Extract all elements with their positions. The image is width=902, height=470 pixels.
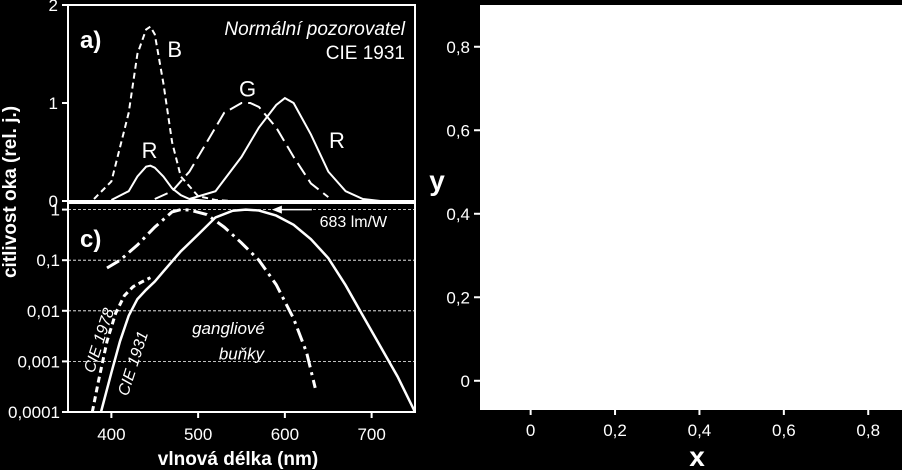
panel-c-annotation-ganglion-1: gangliové — [192, 319, 265, 338]
panel-c-y-tick-label: 0,01 — [27, 302, 60, 321]
panel-c-x-tick-label: 400 — [97, 425, 125, 444]
xy-y-tick-label: 0,4 — [446, 205, 470, 224]
panel-a-y-tick-label: 2 — [49, 0, 58, 15]
xy-x-tick-label: 0,4 — [688, 421, 712, 440]
xy-y-tick-label: 0,2 — [446, 288, 470, 307]
xy-y-tick-label: 0,6 — [446, 121, 470, 140]
xy-plot-area — [480, 5, 902, 410]
panel-c-x-tick-label: 700 — [357, 425, 385, 444]
panel-a-series-label-b: B — [167, 37, 182, 62]
panel-c-y-tick-label: 0,1 — [36, 251, 60, 270]
panel-a-layer: 0 1 2 B R G R — [49, 0, 381, 211]
panel-c-annotation-683: 683 lm/W — [320, 214, 388, 231]
x-axis-label: vlnová délka (nm) — [158, 449, 319, 470]
panel-a-label: a) — [80, 27, 101, 54]
panel-c-series-2 — [106, 208, 317, 389]
xy-x-tick-label: 0 — [526, 421, 535, 440]
panel-c-y-tick-label: 1 — [51, 201, 60, 220]
panel-a-y-tick-label: 0 — [49, 192, 58, 211]
panel-a-annotation-line-1: Normální pozorovatel — [224, 19, 405, 40]
panel-a-series-label-r: R — [142, 138, 158, 163]
panel-a-series-label-r: R — [329, 128, 345, 153]
panel-a-series-r-1 — [110, 164, 207, 202]
xy-x-axis-label: x — [689, 441, 705, 470]
panel-c-annotation-ganglion-2: buňky — [219, 344, 266, 363]
panel-a-y-tick-label: 1 — [49, 94, 58, 113]
xy-y-tick-label: 0,8 — [446, 38, 470, 57]
y-axis-label: citlivost oka (rel. j.) — [0, 106, 21, 278]
panel-c-y-tick-label: 0,001 — [17, 352, 60, 371]
panel-c-x-tick-label: 500 — [184, 425, 212, 444]
xy-x-tick-label: 0,6 — [772, 421, 796, 440]
panel-c-x-tick-label: 600 — [271, 425, 299, 444]
xy-y-axis-label: y — [429, 165, 445, 196]
panel-a-series-b-0 — [93, 25, 233, 202]
xy-x-tick-label: 0,2 — [603, 421, 627, 440]
panel-a-series-r-3 — [189, 96, 381, 202]
panel-c-frame — [67, 202, 416, 413]
xy-y-tick-label: 0 — [461, 372, 470, 391]
panel-a-series-label-g: G — [239, 76, 256, 101]
panel-a-series-g-2 — [154, 102, 329, 200]
panel-c-label: c) — [80, 226, 101, 253]
panel-c-series-0 — [99, 208, 417, 413]
panel-c-arrow-head — [271, 205, 282, 214]
panel-a-annotation-line-2: CIE 1931 — [326, 43, 405, 64]
xy-x-tick-label: 0,8 — [856, 421, 880, 440]
xy-layer: 0 0,2 0,4 0,6 0,8 0 0,2 0,4 0,6 0,8 — [446, 38, 880, 440]
panel-c-series-1 — [90, 276, 152, 413]
panel-c-y-tick-label: 0,0001 — [8, 403, 60, 422]
